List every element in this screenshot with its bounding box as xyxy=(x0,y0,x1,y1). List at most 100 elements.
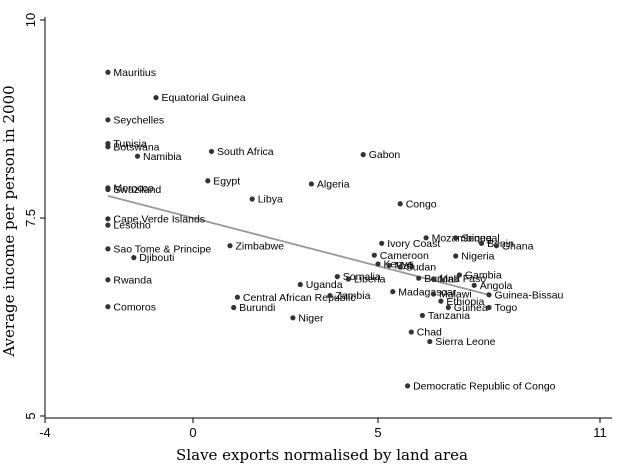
data-point xyxy=(105,277,111,283)
data-point xyxy=(430,291,437,297)
data-point xyxy=(471,282,477,288)
data-point-label: Lesotho xyxy=(113,220,151,232)
data-point-label: Sao Tome & Principe xyxy=(113,243,211,255)
data-point xyxy=(386,262,392,269)
data-point-label: Kenya xyxy=(384,259,414,271)
data-point xyxy=(208,148,215,155)
data-point-label: Zimbabwe xyxy=(236,240,285,252)
data-point xyxy=(105,304,111,310)
data-point-label: Ethiopia xyxy=(446,296,484,308)
data-point xyxy=(234,294,240,300)
data-point-label: Botswana xyxy=(113,141,159,153)
data-point xyxy=(438,298,444,304)
data-point-label: Equatorial Guinea xyxy=(162,92,246,104)
data-point xyxy=(290,315,296,321)
data-point-label: Chad xyxy=(417,327,442,339)
data-point-label: Madagascar xyxy=(398,286,456,298)
data-point xyxy=(105,144,111,150)
y-tick-label: 5 xyxy=(23,412,38,419)
data-point-label: Djibouti xyxy=(139,252,174,264)
data-point-label: Comoros xyxy=(113,301,156,313)
data-point xyxy=(249,196,255,202)
data-point-label: Niger xyxy=(298,312,324,324)
data-point xyxy=(297,281,303,288)
data-point xyxy=(397,201,403,207)
data-point xyxy=(379,240,385,246)
data-point-label: Burkina Faso xyxy=(424,273,486,285)
data-point-label: Democratic Republic of Congo xyxy=(413,381,556,393)
data-point-label: Angola xyxy=(480,280,513,292)
data-point-label: Mauritius xyxy=(113,67,156,79)
data-point-label: Egypt xyxy=(213,175,240,187)
data-point-label: Uganda xyxy=(306,279,343,291)
data-point xyxy=(308,181,314,187)
data-point xyxy=(231,304,237,311)
data-point-label: Ivory Coast xyxy=(387,238,440,250)
data-point xyxy=(423,235,429,241)
y-axis-ticks: 5 7.5 10 xyxy=(23,13,45,420)
data-point-label: Ghana xyxy=(502,240,534,252)
data-point xyxy=(416,275,422,281)
data-point xyxy=(486,292,492,298)
data-point xyxy=(105,69,111,75)
x-axis-ticks: -4 0 5 11 xyxy=(39,418,607,440)
data-point-label: Morocco xyxy=(113,183,153,195)
data-point-label: Mozambique xyxy=(432,232,492,244)
data-point xyxy=(375,261,381,267)
data-point xyxy=(408,329,414,335)
data-point xyxy=(453,235,459,241)
x-axis-title: Slave exports normalised by land area xyxy=(176,446,468,464)
data-point xyxy=(345,276,351,282)
data-point-label: Zambia xyxy=(335,290,370,302)
data-point xyxy=(419,312,425,319)
y-tick-label: 7.5 xyxy=(23,209,38,227)
data-point-label: Malawi xyxy=(439,289,472,301)
data-point-label: Libya xyxy=(258,194,283,206)
data-point-label: Algeria xyxy=(317,179,350,191)
data-point-label: Nigeria xyxy=(461,251,494,263)
data-point-label: Burundi xyxy=(239,302,275,314)
data-point-label: Namibia xyxy=(143,151,182,163)
data-points: Mauritius Equatorial Guinea Seychelles Tuni… xyxy=(105,67,564,393)
data-point xyxy=(327,293,333,299)
data-point xyxy=(430,276,437,282)
axes: -4 0 5 11 5 7.5 10 Slave exports normalised b… xyxy=(0,13,612,464)
data-point-label: South Africa xyxy=(217,146,274,158)
data-point-label: Somalia xyxy=(343,271,381,283)
data-point xyxy=(105,246,111,252)
data-point-label: Seychelles xyxy=(113,114,164,126)
data-point xyxy=(456,272,462,278)
data-point-label: Sudan xyxy=(406,262,437,274)
data-point-label: Togo xyxy=(495,302,518,314)
data-point-label: Mali xyxy=(439,274,458,286)
data-point xyxy=(427,338,433,345)
x-tick-label: 11 xyxy=(593,425,607,440)
data-point-label: Congo xyxy=(406,198,437,210)
x-tick-label: 5 xyxy=(374,425,381,440)
data-point xyxy=(371,252,377,258)
data-point-label: Cape Verde Islands xyxy=(113,213,205,225)
data-point xyxy=(153,95,159,101)
data-point-label: Guinea-Bissau xyxy=(495,289,564,301)
data-point-label: Tanzania xyxy=(428,310,470,322)
y-tick-label: 10 xyxy=(23,13,38,27)
data-point xyxy=(445,304,451,311)
data-point xyxy=(397,264,403,270)
data-point xyxy=(105,186,111,193)
fitted-regression-line xyxy=(107,194,490,296)
data-point xyxy=(205,178,211,184)
data-point xyxy=(227,243,233,249)
data-point xyxy=(405,383,411,389)
data-point-label: Gambia xyxy=(465,270,502,282)
data-point-label: Swaziland xyxy=(113,184,161,196)
data-point-label: Guinea xyxy=(454,302,488,314)
x-tick-label: 0 xyxy=(189,425,196,440)
data-point-label: Senegal xyxy=(461,232,500,244)
data-point-label: Liberia xyxy=(354,274,386,286)
data-point-label: Tunisia xyxy=(113,138,147,150)
data-point xyxy=(105,222,111,228)
data-point xyxy=(486,304,492,311)
data-point xyxy=(390,289,396,295)
data-point xyxy=(105,216,111,222)
